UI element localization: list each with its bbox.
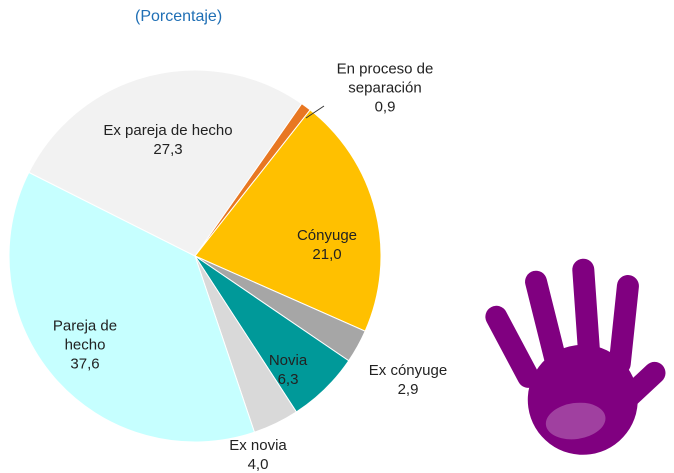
category-label: En proceso de separación <box>336 60 434 97</box>
category-label: Novia <box>268 352 308 369</box>
value-label: 6,3 <box>277 371 299 388</box>
leader-line <box>305 105 325 119</box>
value-label: 0,9 <box>374 98 396 116</box>
category-label: Ex pareja de hecho <box>103 122 233 139</box>
value-label: 37,6 <box>70 355 100 373</box>
pie-slice <box>28 69 303 257</box>
category-label: Ex novia <box>229 437 287 454</box>
value-label: 21,0 <box>312 246 342 263</box>
pie-slice <box>8 171 256 443</box>
slice-label: Pareja de hecho 37,6 <box>35 317 135 374</box>
category-label: Pareja de hecho <box>52 317 118 354</box>
pie-slice <box>194 109 382 332</box>
category-label: Cónyuge <box>296 227 358 244</box>
slice-label: Ex novia 4,0 <box>218 436 298 473</box>
value-label: 2,9 <box>397 381 419 398</box>
category-label: Ex cónyuge <box>368 362 448 379</box>
slice-label: En proceso de separación 0,9 <box>330 60 440 117</box>
slice-label: Novia 6,3 <box>258 351 318 389</box>
slice-label: Ex cónyuge 2,9 <box>353 361 463 399</box>
hand-icon <box>485 258 666 455</box>
value-label: 27,3 <box>153 141 183 158</box>
chart-subtitle: (Porcentaje) <box>135 8 223 25</box>
slice-label: Ex pareja de hecho 27,3 <box>103 121 233 159</box>
value-label: 4,0 <box>247 456 269 473</box>
slice-label: Cónyuge 21,0 <box>282 226 372 264</box>
